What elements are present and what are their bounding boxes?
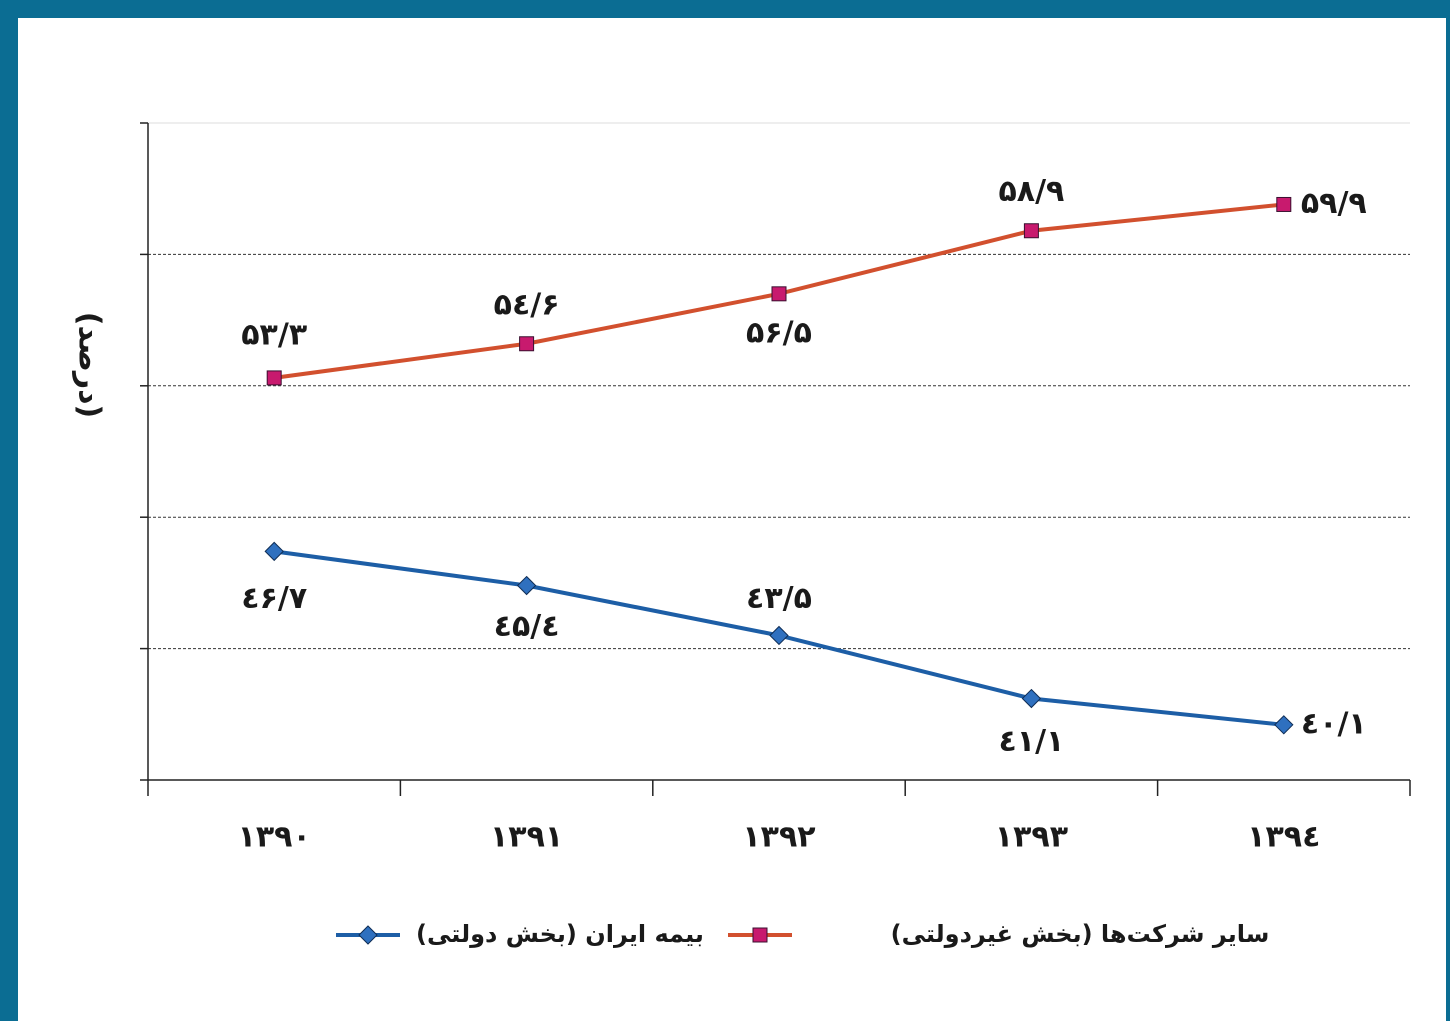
data-label: ٤۳/۵ bbox=[746, 581, 812, 616]
data-label: ۵٤/۶ bbox=[494, 287, 560, 322]
data-label: ۵۳/۳ bbox=[241, 317, 307, 352]
x-tick-label: ۱۳۹۲ bbox=[742, 820, 815, 855]
x-tick-label: ۱۳۹۳ bbox=[995, 820, 1068, 855]
marker bbox=[769, 625, 789, 646]
marker bbox=[1276, 196, 1292, 212]
marker bbox=[266, 370, 282, 386]
data-label: ۵۶/۵ bbox=[746, 315, 812, 350]
data-label: ٤۵/٤ bbox=[494, 609, 560, 644]
data-label: ۵۹/۹ bbox=[1301, 186, 1367, 221]
data-label: ٤۱/۱ bbox=[998, 724, 1064, 759]
marker bbox=[1274, 715, 1294, 735]
marker bbox=[1023, 223, 1039, 239]
x-tick-label: ۱۳۹۰ bbox=[238, 820, 311, 855]
legend-marker bbox=[358, 925, 378, 945]
data-label: ٤۰/۱ bbox=[1301, 706, 1367, 741]
data-label: ٤۶/۷ bbox=[241, 581, 307, 616]
frame-left bbox=[0, 0, 18, 1021]
frame-top bbox=[0, 0, 1450, 18]
marker bbox=[516, 575, 537, 596]
legend-label: سایر شرکت‌ها (بخش غیردولتی) bbox=[891, 920, 1270, 948]
marker bbox=[771, 286, 787, 302]
x-tick-label: ۱۳۹٤ bbox=[1247, 820, 1320, 855]
marker bbox=[1021, 688, 1042, 709]
marker bbox=[519, 336, 535, 352]
y-axis-label: (درصد) bbox=[72, 312, 107, 418]
frame-right bbox=[1446, 0, 1450, 1021]
data-label: ۵۸/۹ bbox=[998, 174, 1064, 209]
legend-marker bbox=[752, 927, 768, 943]
legend-label: بیمه ایران (بخش دولتی) bbox=[416, 920, 704, 948]
x-tick-label: ۱۳۹۱ bbox=[490, 820, 563, 855]
marker bbox=[264, 541, 284, 562]
